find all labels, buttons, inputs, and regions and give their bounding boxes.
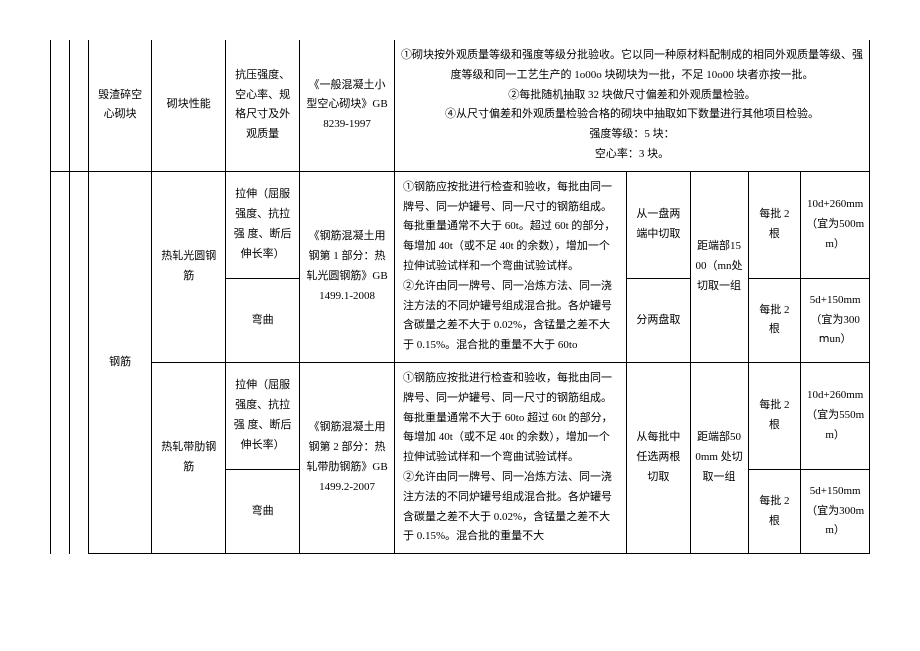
- rebar2-name: 热轧带肋钢筋: [152, 362, 226, 553]
- rebar1-len2: 5d+150mm（宜为300ⅿun）: [801, 278, 870, 362]
- rebar2-len1: 10d+260mm（宜为550mm）: [801, 362, 870, 469]
- blank-col-1: [51, 40, 70, 171]
- spec-table: 毁渣碎空心砌块 砌块性能 抗压强度、空心率、规格尺寸及外观质量 《一般混凝土小型…: [50, 40, 870, 554]
- rebar2-std: 《钢筋混凝土用钢第 2 部分：热轧带肋钢筋》GB1499.2-2007: [300, 362, 395, 553]
- rebar1-pos: 距端部1500（mn处切取一组: [690, 171, 748, 362]
- standard-1: 《一般混凝土小型空心砌块》GB8239-1997: [300, 40, 395, 171]
- rebar1-test2: 弯曲: [226, 278, 300, 362]
- rebar1-name: 热轧光圆钢筋: [152, 171, 226, 362]
- product-name-1: 毁渣碎空心砌块: [88, 40, 151, 171]
- rebar2-test2: 弯曲: [226, 470, 300, 554]
- rebar1-test1: 拉伸（屈服强度、抗拉强 度、断后伸长率）: [226, 171, 300, 278]
- rebar2-len2: 5d+150mm（宜为300mm）: [801, 470, 870, 554]
- rebar1-desc: ①钢筋应按批进行检查和验收，每批由同一牌号、同一炉罐号、同一尺寸的钢筋组成。每批…: [395, 171, 627, 362]
- rebar2-qty2: 每批 2 根: [748, 470, 801, 554]
- rebar1-qty2: 每批 2 根: [748, 278, 801, 362]
- blank-col-2: [69, 40, 88, 171]
- rebar1-std: 《钢筋混凝土用钢第 1 部分：热轧光圆钢筋》GB1499.1-2008: [300, 171, 395, 362]
- blank-col-2b: [69, 171, 88, 553]
- rebar1-len1: 10d+260mm（宜为500mm）: [801, 171, 870, 278]
- steel-label: 钢筋: [88, 171, 151, 553]
- test-items-1: 抗压强度、空心率、规格尺寸及外观质量: [226, 40, 300, 171]
- rebar1-sample1: 从一盘两端中切取: [627, 171, 690, 278]
- rebar2-test1: 拉伸（屈服强度、抗拉强 度、断后伸长率）: [226, 362, 300, 469]
- rebar1-qty1: 每批 2 根: [748, 171, 801, 278]
- blank-col-1b: [51, 171, 70, 553]
- rebar2-sample: 从每批中任选两根切取: [627, 362, 690, 553]
- property-1: 砌块性能: [152, 40, 226, 171]
- rebar1-sample2: 分两盘取: [627, 278, 690, 362]
- desc-1: ①砌块按外观质量等级和强度等级分批验收。它以同一种原材料配制成的相同外观质量等级…: [395, 40, 870, 171]
- rebar2-desc: ①钢筋应按批进行检查和验收，每批由同一牌号、同一炉罐号、同一尺寸的钢筋组成。每批…: [395, 362, 627, 553]
- rebar2-pos: 距端部500mm 处切取一组: [690, 362, 748, 553]
- rebar2-qty1: 每批 2 根: [748, 362, 801, 469]
